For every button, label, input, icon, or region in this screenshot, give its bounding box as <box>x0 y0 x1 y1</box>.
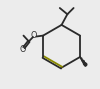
Text: O: O <box>31 31 37 40</box>
Text: O: O <box>19 45 26 54</box>
